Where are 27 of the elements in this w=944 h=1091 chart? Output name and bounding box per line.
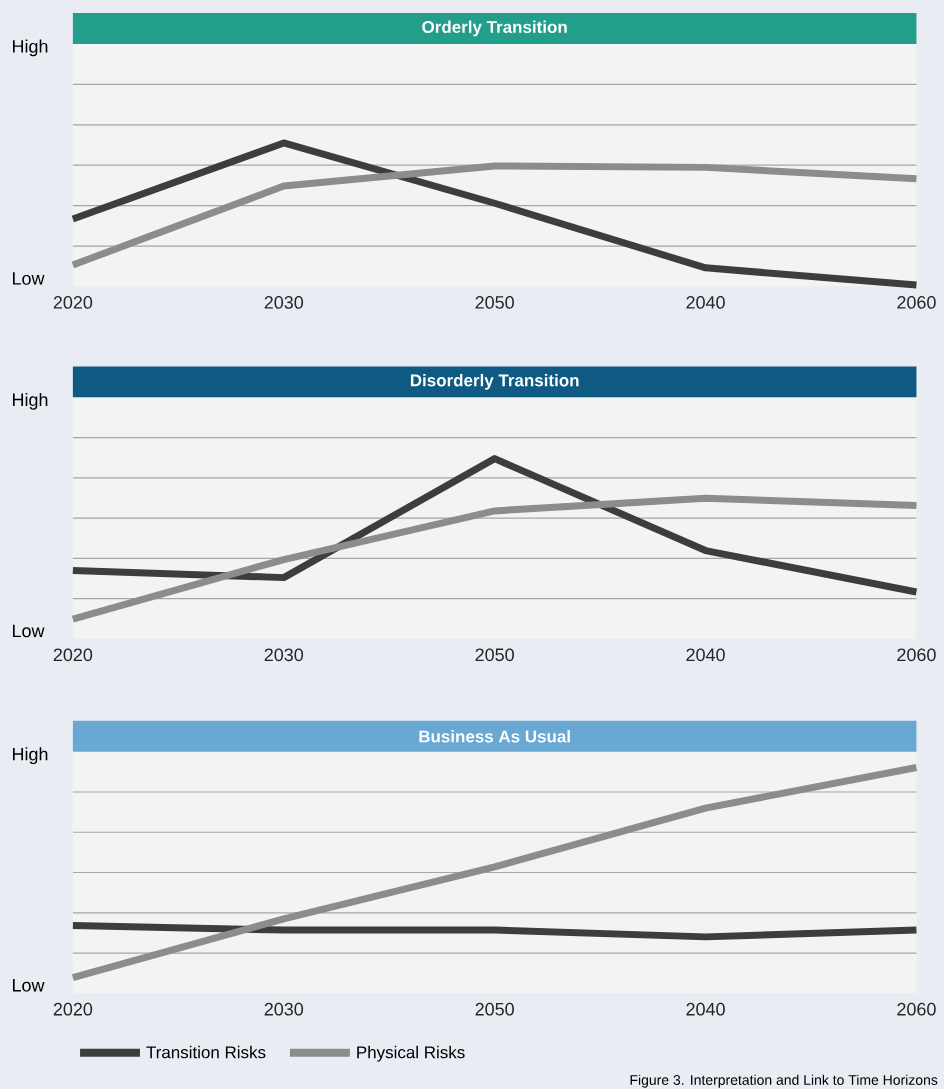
x-tick-label: 2030 (264, 648, 303, 662)
chart-title: Disorderly Transition (410, 373, 579, 390)
text: High (12, 747, 48, 765)
text: Low (12, 624, 45, 638)
text: Low (12, 979, 45, 992)
x-tick-label: 2060 (897, 648, 936, 662)
x-tick-label: 2030 (264, 296, 303, 309)
x-tick-label: 2050 (475, 296, 514, 309)
x-tick-label: 2060 (897, 1002, 936, 1016)
x-tick-label: 2020 (53, 1002, 92, 1016)
chart-title: Business As Usual (419, 730, 570, 743)
x-tick-label: 2020 (53, 296, 92, 309)
x-tick-label: 2040 (686, 1002, 725, 1016)
x-tick-label: 2020 (53, 648, 92, 662)
x-tick-label: 2040 (686, 296, 725, 309)
x-tick-label: 2030 (264, 1002, 303, 1016)
legend-label: Transition Risks (146, 1045, 266, 1059)
text: Low (12, 272, 45, 285)
x-tick-label: 2060 (897, 296, 936, 309)
caption: Figure 3. Interpretation and Link to Time Horizons (630, 1074, 938, 1088)
x-tick-label: 2050 (475, 648, 514, 662)
text: High (12, 39, 48, 57)
x-tick-label: 2040 (686, 648, 725, 662)
legend-label: Physical Risks (357, 1045, 465, 1062)
chart-title: Orderly Transition (422, 20, 567, 37)
text: High (12, 392, 48, 410)
x-tick-label: 2050 (475, 1002, 514, 1016)
